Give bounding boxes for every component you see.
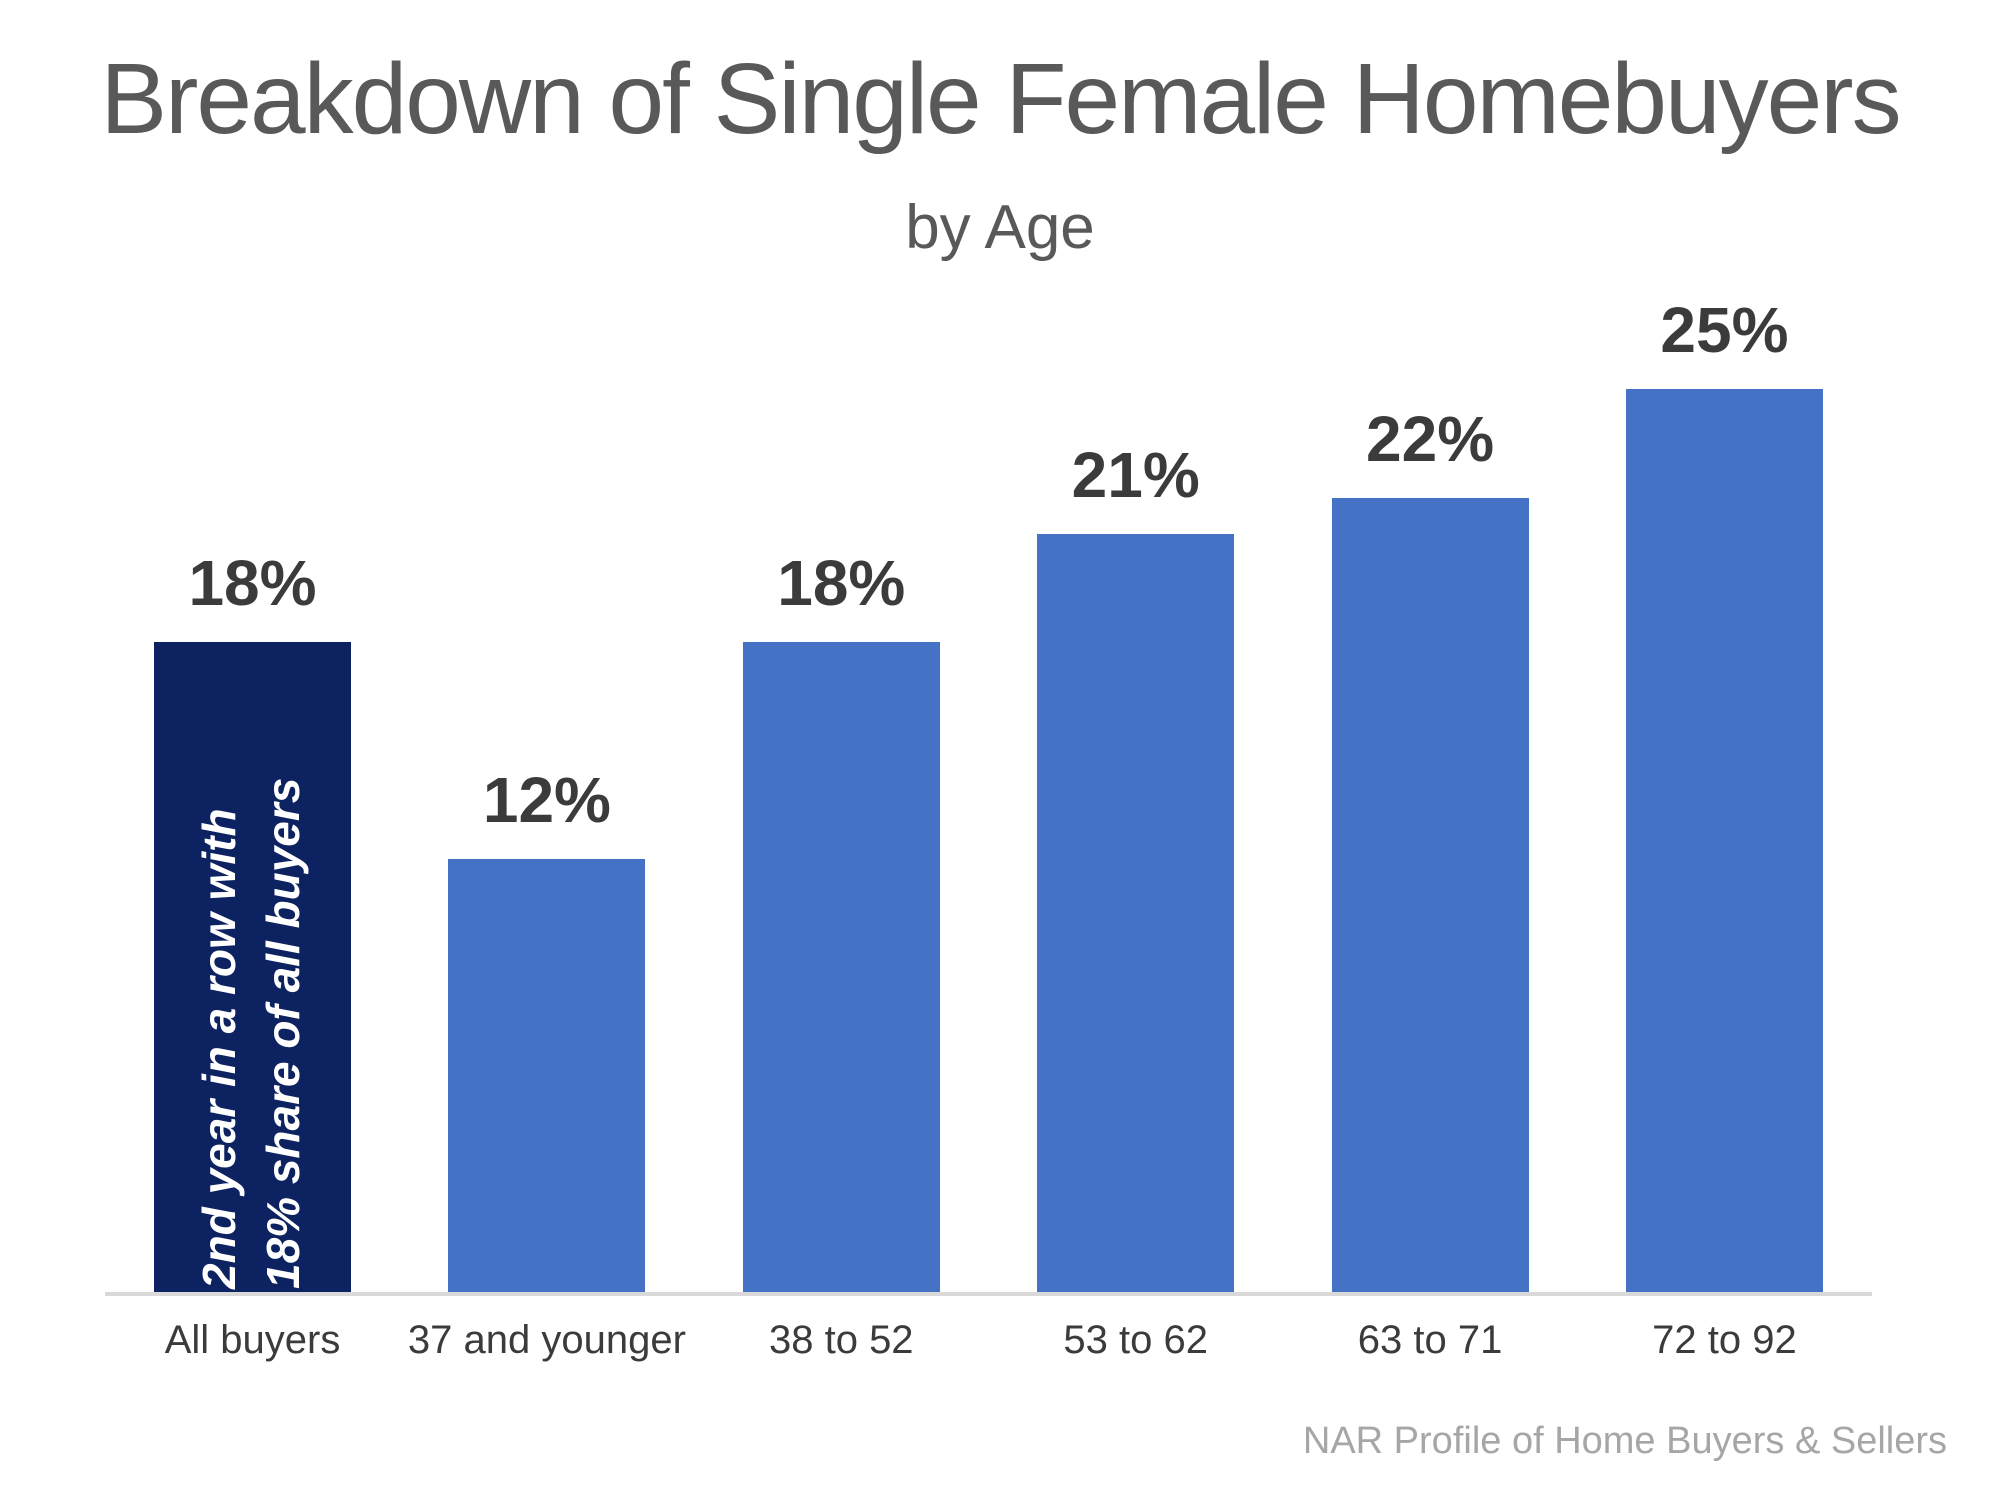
chart-subtitle: by Age [905, 193, 1095, 262]
bar-value-label: 12% [482, 764, 611, 836]
source-attribution: NAR Profile of Home Buyers & Sellers [1302, 1420, 1947, 1462]
bar-group-38-to-52: 18% [742, 0, 940, 1292]
bar-value-label: 18% [777, 547, 906, 619]
x-axis-label-all-buyers: All buyers [164, 1318, 341, 1362]
x-axis-label-53-to-62: 53 to 62 [1063, 1318, 1208, 1362]
bar-annotation-line-2: 18% share of all buyers [256, 777, 309, 1289]
bar-value-label: 22% [1366, 403, 1495, 475]
bar-37-and-younger: 12% [448, 764, 646, 1292]
bar-53-to-62: 21% [1037, 439, 1235, 1292]
x-axis-labels: All buyers 37 and younger 38 to 52 53 to… [105, 1318, 1872, 1363]
bar-group-72-to-92: 25% [1625, 0, 1823, 1292]
bar-group-all-buyers: 18% 2nd year in a row with 18% share of … [154, 0, 351, 1292]
bar-group-37-and-younger: 12% [448, 0, 646, 1292]
bar-value-label: 21% [1071, 439, 1200, 511]
bar-value-label: 25% [1660, 294, 1789, 366]
x-axis-label-37-and-younger: 37 and younger [407, 1318, 686, 1362]
x-axis-label-38-to-52: 38 to 52 [768, 1318, 914, 1362]
x-axis-label-72-to-92: 72 to 92 [1652, 1318, 1797, 1362]
bar-value-label: 18% [188, 547, 317, 619]
bar-all-buyers: 18% 2nd year in a row with 18% share of … [154, 547, 351, 1292]
bar-group-53-to-62: 21% [1037, 0, 1235, 1292]
bar-annotation: 2nd year in a row with 18% share of all … [187, 689, 319, 1289]
bar-72-to-92: 25% [1625, 294, 1823, 1292]
bar-group-63-to-71: 22% [1331, 0, 1529, 1292]
chart-title: Breakdown of Single Female Homebuyers [100, 43, 1901, 155]
x-axis-label-63-to-71: 63 to 71 [1357, 1318, 1503, 1362]
bar-63-to-71: 22% [1331, 403, 1529, 1292]
plot-area: 18% 2nd year in a row with 18% share of … [105, 0, 1872, 1296]
bar-38-to-52: 18% [742, 547, 940, 1292]
bar-annotation-line-1: 2nd year in a row with [192, 808, 245, 1289]
